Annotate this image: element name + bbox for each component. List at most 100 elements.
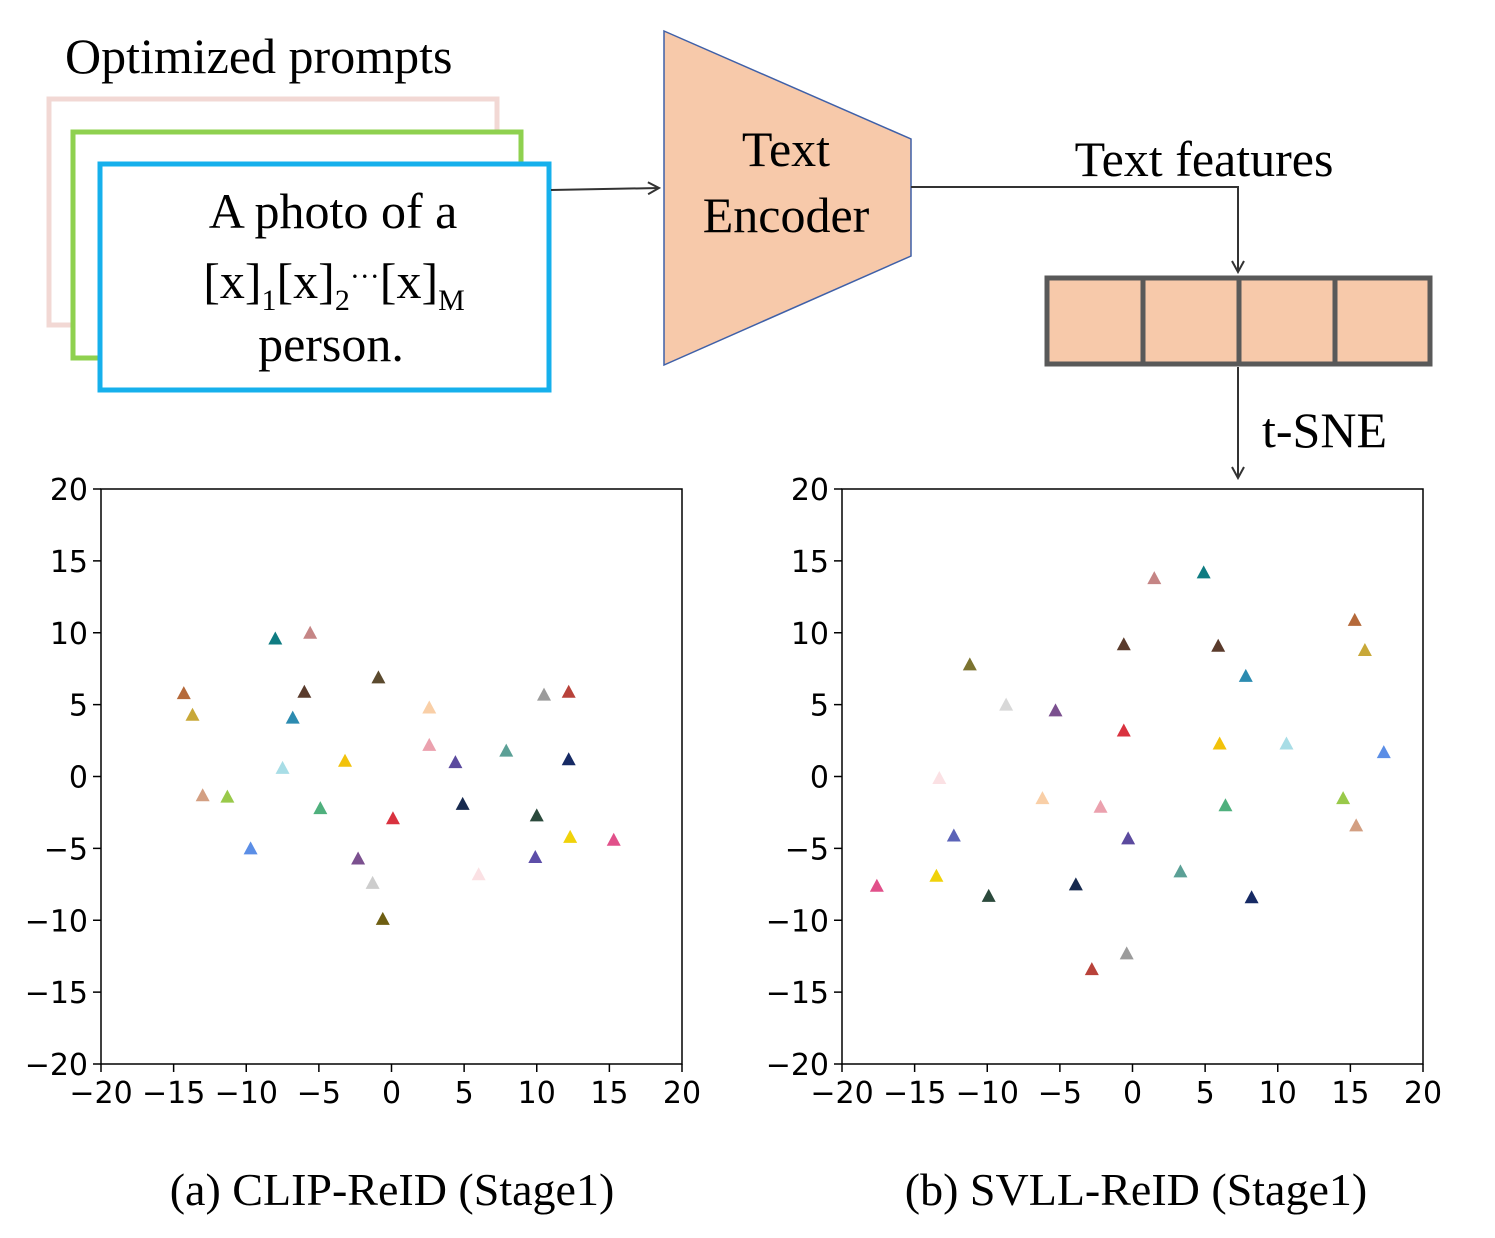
x-tick-label: 5 bbox=[455, 1076, 474, 1111]
text-features-label: Text features bbox=[1075, 131, 1334, 187]
x-tick-label: 0 bbox=[1123, 1076, 1142, 1111]
data-point-triangle bbox=[1279, 736, 1293, 749]
x-tick-label: 20 bbox=[663, 1076, 701, 1111]
data-point-triangle bbox=[947, 828, 961, 841]
data-point-triangle bbox=[528, 850, 542, 863]
prompt-stack: Optimized prompts A photo of a [x]1[x]2·… bbox=[49, 28, 549, 390]
x-tick-label: −5 bbox=[297, 1076, 341, 1111]
plot-axis-ticks: −20 −15 −10 −5 0 5 10 15 20 −20 −15 −10 −5 0 5 10 15 20 bbox=[25, 473, 701, 1111]
data-point-triangle bbox=[607, 833, 621, 846]
data-point-triangle bbox=[1121, 831, 1135, 844]
x-tick-label: −10 bbox=[956, 1076, 1019, 1111]
scatter-plot-clip-reid: −20 −15 −10 −5 0 5 10 15 20 −20 −15 −10 −5 0 5 10 15 20 (… bbox=[25, 473, 701, 1215]
data-point-triangle bbox=[530, 808, 544, 821]
data-point-triangle bbox=[313, 801, 327, 814]
y-tick-label: −5 bbox=[785, 832, 829, 867]
text-encoder-label-1: Text bbox=[742, 121, 830, 177]
data-point-triangle bbox=[303, 626, 317, 639]
y-tick-label: 15 bbox=[791, 545, 829, 580]
y-tick-label: 5 bbox=[810, 689, 829, 724]
y-tick-label: 20 bbox=[791, 473, 829, 508]
data-point-triangle bbox=[1358, 643, 1372, 656]
data-point-triangle bbox=[1117, 724, 1131, 737]
x-tick-label: 5 bbox=[1196, 1076, 1215, 1111]
x-tick-label: −10 bbox=[215, 1076, 278, 1111]
data-point-triangle bbox=[1336, 791, 1350, 804]
y-tick-label: −10 bbox=[25, 904, 88, 939]
data-point-triangle bbox=[276, 761, 290, 774]
data-point-triangle bbox=[1377, 745, 1391, 758]
data-point-triangle bbox=[1120, 946, 1134, 959]
data-point-triangle bbox=[371, 670, 385, 683]
data-point-triangle bbox=[386, 811, 400, 824]
data-point-triangle bbox=[982, 889, 996, 902]
y-tick-label: −15 bbox=[766, 976, 829, 1011]
feature-vector bbox=[1047, 278, 1430, 364]
data-point-triangle bbox=[366, 876, 380, 889]
data-point-triangle bbox=[351, 851, 365, 864]
data-point-triangle bbox=[268, 632, 282, 645]
data-point-triangle bbox=[376, 912, 390, 925]
data-point-triangle bbox=[338, 754, 352, 767]
data-point-triangle bbox=[1147, 571, 1161, 584]
y-tick-label: −15 bbox=[25, 976, 88, 1011]
plot-caption: (a) CLIP-ReID (Stage1) bbox=[170, 1164, 615, 1215]
tsne-label: t-SNE bbox=[1262, 402, 1387, 458]
y-tick-label: 10 bbox=[791, 617, 829, 652]
data-point-triangle bbox=[1117, 637, 1131, 650]
x-tick-label: 0 bbox=[382, 1076, 401, 1111]
x-tick-label: 10 bbox=[518, 1076, 556, 1111]
data-point-triangle bbox=[422, 701, 436, 714]
data-point-triangle bbox=[297, 685, 311, 698]
data-point-triangle bbox=[422, 738, 436, 751]
data-point-triangle bbox=[563, 830, 577, 843]
y-tick-label: 0 bbox=[810, 761, 829, 796]
prompt-to-encoder-arrow bbox=[551, 188, 659, 190]
x-tick-label: 15 bbox=[1331, 1076, 1369, 1111]
x-tick-label: −15 bbox=[883, 1076, 946, 1111]
y-tick-label: −20 bbox=[766, 1048, 829, 1083]
plot-points bbox=[870, 565, 1391, 975]
y-tick-label: 5 bbox=[69, 689, 88, 724]
y-tick-label: −10 bbox=[766, 904, 829, 939]
text-encoder: Text Encoder bbox=[664, 31, 911, 365]
prompt-line-3: person. bbox=[258, 316, 404, 372]
prompt-line-1: A photo of a bbox=[209, 183, 458, 239]
data-point-triangle bbox=[448, 755, 462, 768]
data-point-triangle bbox=[220, 790, 234, 803]
data-point-triangle bbox=[244, 841, 258, 854]
text-encoder-label-2: Encoder bbox=[703, 187, 870, 243]
plot-caption: (b) SVLL-ReID (Stage1) bbox=[905, 1164, 1367, 1215]
prompts-title: Optimized prompts bbox=[65, 28, 452, 84]
x-tick-label: 10 bbox=[1259, 1076, 1297, 1111]
data-point-triangle bbox=[1239, 669, 1253, 682]
data-point-triangle bbox=[1035, 791, 1049, 804]
x-tick-label: −15 bbox=[142, 1076, 205, 1111]
scatter-plot-svll-reid: −20 −15 −10 −5 0 5 10 15 20 −20 −15 −10 −5 0 5 10 15 20 (… bbox=[766, 473, 1442, 1215]
data-point-triangle bbox=[1349, 818, 1363, 831]
plot-points bbox=[177, 626, 621, 925]
y-tick-label: 10 bbox=[50, 617, 88, 652]
plot-frame bbox=[842, 489, 1423, 1064]
data-point-triangle bbox=[963, 657, 977, 670]
x-tick-label: −5 bbox=[1038, 1076, 1082, 1111]
y-tick-label: 15 bbox=[50, 545, 88, 580]
data-point-triangle bbox=[537, 688, 551, 701]
encoder-to-features-arrow bbox=[911, 187, 1238, 272]
data-point-triangle bbox=[286, 711, 300, 724]
y-tick-label: 20 bbox=[50, 473, 88, 508]
data-point-triangle bbox=[1173, 864, 1187, 877]
data-point-triangle bbox=[999, 698, 1013, 711]
data-point-triangle bbox=[1218, 798, 1232, 811]
data-point-triangle bbox=[1049, 703, 1063, 716]
plot-axis-ticks: −20 −15 −10 −5 0 5 10 15 20 −20 −15 −10 −5 0 5 10 15 20 bbox=[766, 473, 1442, 1111]
data-point-triangle bbox=[929, 869, 943, 882]
data-point-triangle bbox=[196, 788, 210, 801]
data-point-triangle bbox=[499, 744, 513, 757]
data-point-triangle bbox=[472, 867, 486, 880]
y-tick-label: 0 bbox=[69, 761, 88, 796]
data-point-triangle bbox=[562, 752, 576, 765]
x-tick-label: 20 bbox=[1404, 1076, 1442, 1111]
data-point-triangle bbox=[1197, 565, 1211, 578]
